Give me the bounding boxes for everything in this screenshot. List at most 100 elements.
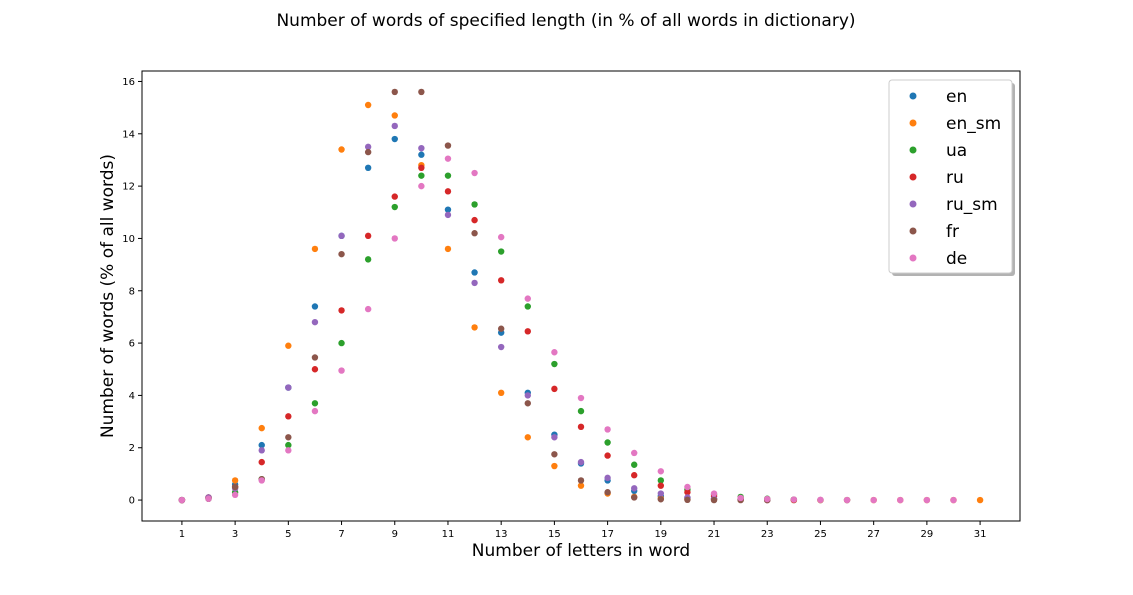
data-point	[631, 472, 638, 479]
data-point	[551, 434, 558, 441]
data-point	[231, 477, 239, 484]
x-axis-label: Number of letters in word	[472, 541, 690, 561]
legend-marker	[909, 119, 917, 127]
legend-marker	[909, 200, 917, 208]
data-point	[338, 307, 345, 314]
x-axis-ticks: 1 3 5 7 9 11 13 15 17 19 21 23 25 27 29 31	[179, 521, 986, 540]
data-point	[657, 477, 665, 484]
x-tick-label: 1	[179, 529, 185, 540]
data-point	[684, 496, 691, 504]
y-tick-label: 0	[129, 496, 135, 507]
x-tick-label: 19	[654, 529, 667, 540]
data-point	[657, 496, 665, 503]
data-point	[391, 112, 398, 119]
data-point	[391, 122, 398, 130]
y-tick-label: 12	[122, 182, 135, 193]
data-point	[710, 496, 718, 504]
data-point	[311, 366, 319, 373]
data-point	[684, 489, 691, 496]
x-tick-label: 25	[814, 529, 827, 540]
data-point	[524, 434, 531, 441]
data-point	[471, 169, 478, 177]
data-point	[364, 143, 372, 151]
x-tick-label: 13	[495, 529, 508, 540]
data-point	[551, 462, 558, 470]
data-point	[285, 413, 292, 420]
legend-label: de	[946, 249, 967, 269]
data-point	[258, 477, 265, 484]
data-point	[364, 164, 372, 172]
legend-label: ua	[946, 141, 967, 161]
data-point	[524, 392, 531, 399]
data-point	[418, 88, 425, 96]
data-point	[311, 400, 319, 407]
data-point	[444, 155, 452, 162]
legend-label: ru	[946, 168, 964, 188]
data-point	[364, 148, 372, 156]
legend-label: fr	[946, 222, 959, 242]
data-point	[231, 491, 239, 499]
x-tick-label: 27	[867, 529, 880, 540]
data-point	[604, 426, 611, 433]
legend-marker	[909, 254, 917, 262]
legend-marker	[909, 146, 917, 154]
x-tick-label: 29	[921, 529, 934, 540]
data-point	[391, 235, 398, 242]
data-point	[418, 172, 425, 179]
data-point	[577, 407, 585, 415]
data-point	[577, 458, 585, 466]
data-point	[497, 389, 505, 397]
y-axis-ticks: 0 2 4 6 8 10 12 14 16	[122, 77, 142, 507]
chart-title: Number of words of specified length (in …	[276, 11, 855, 31]
data-point	[577, 423, 585, 431]
x-tick-label: 5	[285, 529, 291, 540]
y-tick-label: 6	[129, 339, 135, 350]
data-point	[338, 146, 345, 153]
data-point	[657, 468, 665, 475]
data-point	[364, 101, 372, 109]
series-fr	[178, 88, 771, 504]
data-point	[391, 88, 398, 96]
data-point	[311, 303, 319, 310]
data-point	[950, 496, 957, 504]
data-point	[285, 441, 292, 449]
data-point	[631, 449, 638, 457]
data-point	[657, 490, 665, 497]
data-point	[418, 182, 425, 190]
plot-area	[141, 70, 1021, 522]
data-point	[258, 447, 265, 454]
data-point	[631, 461, 638, 468]
data-point	[497, 248, 505, 255]
data-point	[524, 303, 531, 310]
data-point	[338, 339, 345, 347]
data-point	[311, 354, 319, 361]
data-point	[311, 245, 319, 253]
legend-label: en	[946, 87, 967, 107]
data-point	[444, 245, 452, 253]
data-point	[923, 496, 931, 504]
data-point	[524, 400, 531, 407]
data-point	[551, 385, 558, 393]
data-point	[418, 164, 425, 172]
y-tick-label: 8	[129, 286, 135, 297]
data-point	[631, 485, 638, 492]
x-tick-label: 3	[232, 529, 238, 540]
data-point	[497, 325, 505, 332]
y-tick-label: 14	[122, 129, 135, 140]
data-point	[577, 482, 585, 489]
data-point	[604, 489, 611, 496]
data-point	[497, 343, 505, 351]
y-tick-label: 4	[129, 391, 135, 402]
data-point	[577, 477, 585, 484]
legend-label: en_sm	[946, 114, 1001, 134]
y-tick-label: 10	[122, 234, 135, 245]
legend-marker	[909, 227, 917, 235]
data-point	[311, 318, 319, 326]
data-point	[418, 144, 425, 152]
data-point	[338, 232, 345, 240]
data-point	[444, 172, 452, 179]
data-point	[364, 256, 372, 263]
legend-marker	[909, 173, 917, 181]
data-point	[285, 384, 292, 391]
